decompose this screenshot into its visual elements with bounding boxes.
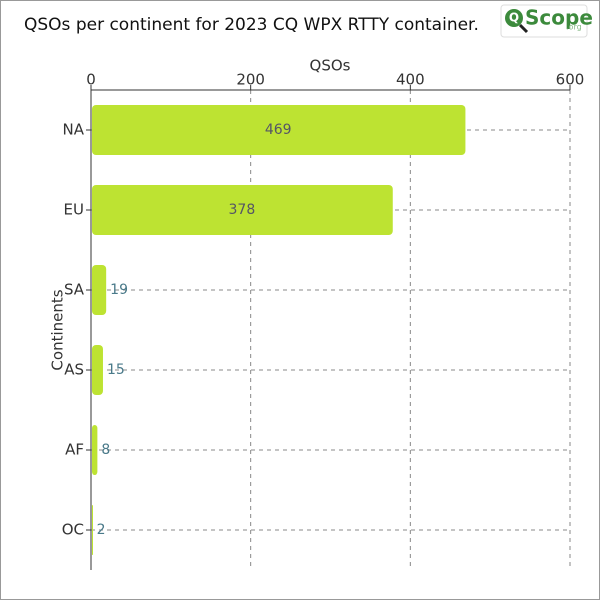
x-tick-label: 600 — [556, 71, 585, 89]
y-tick-label: AS — [64, 361, 84, 379]
logo-suffix: .org — [566, 23, 582, 32]
value-label: 378 — [229, 202, 256, 218]
bar — [92, 265, 107, 315]
value-label: 19 — [110, 282, 128, 298]
y-tick-label: AF — [65, 441, 84, 459]
value-label: 15 — [107, 362, 125, 378]
y-tick-label: NA — [63, 121, 85, 139]
logo-mark: Q — [509, 11, 519, 25]
y-tick-label: OC — [62, 521, 84, 539]
bar — [92, 505, 93, 555]
x-tick-label: 200 — [236, 71, 265, 89]
x-axis-label: QSOs — [310, 57, 351, 75]
logo: Q Scope .org — [500, 4, 593, 38]
y-tick-label: EU — [64, 201, 84, 219]
y-tick-label: SA — [64, 281, 85, 299]
chart-title: QSOs per continent for 2023 CQ WPX RTTY … — [24, 15, 479, 35]
value-label: 469 — [265, 122, 292, 138]
y-axis-label: Continents — [49, 289, 67, 370]
value-label: 2 — [97, 522, 106, 538]
bar — [92, 185, 393, 235]
x-tick-label: 0 — [86, 71, 96, 89]
value-label: 8 — [101, 442, 110, 458]
bar — [92, 105, 466, 155]
x-tick-label: 400 — [396, 71, 425, 89]
bar — [92, 425, 98, 475]
logo-handle — [518, 23, 529, 34]
bar — [92, 345, 103, 395]
logo-icon — [505, 9, 523, 27]
logo-name: Scope — [525, 6, 593, 30]
